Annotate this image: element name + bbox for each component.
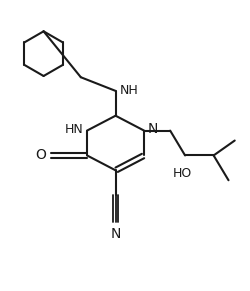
Text: HN: HN xyxy=(64,123,83,136)
Text: N: N xyxy=(147,123,158,136)
Text: HO: HO xyxy=(172,167,192,180)
Text: O: O xyxy=(35,148,46,162)
Text: N: N xyxy=(110,227,120,241)
Text: NH: NH xyxy=(119,84,138,97)
